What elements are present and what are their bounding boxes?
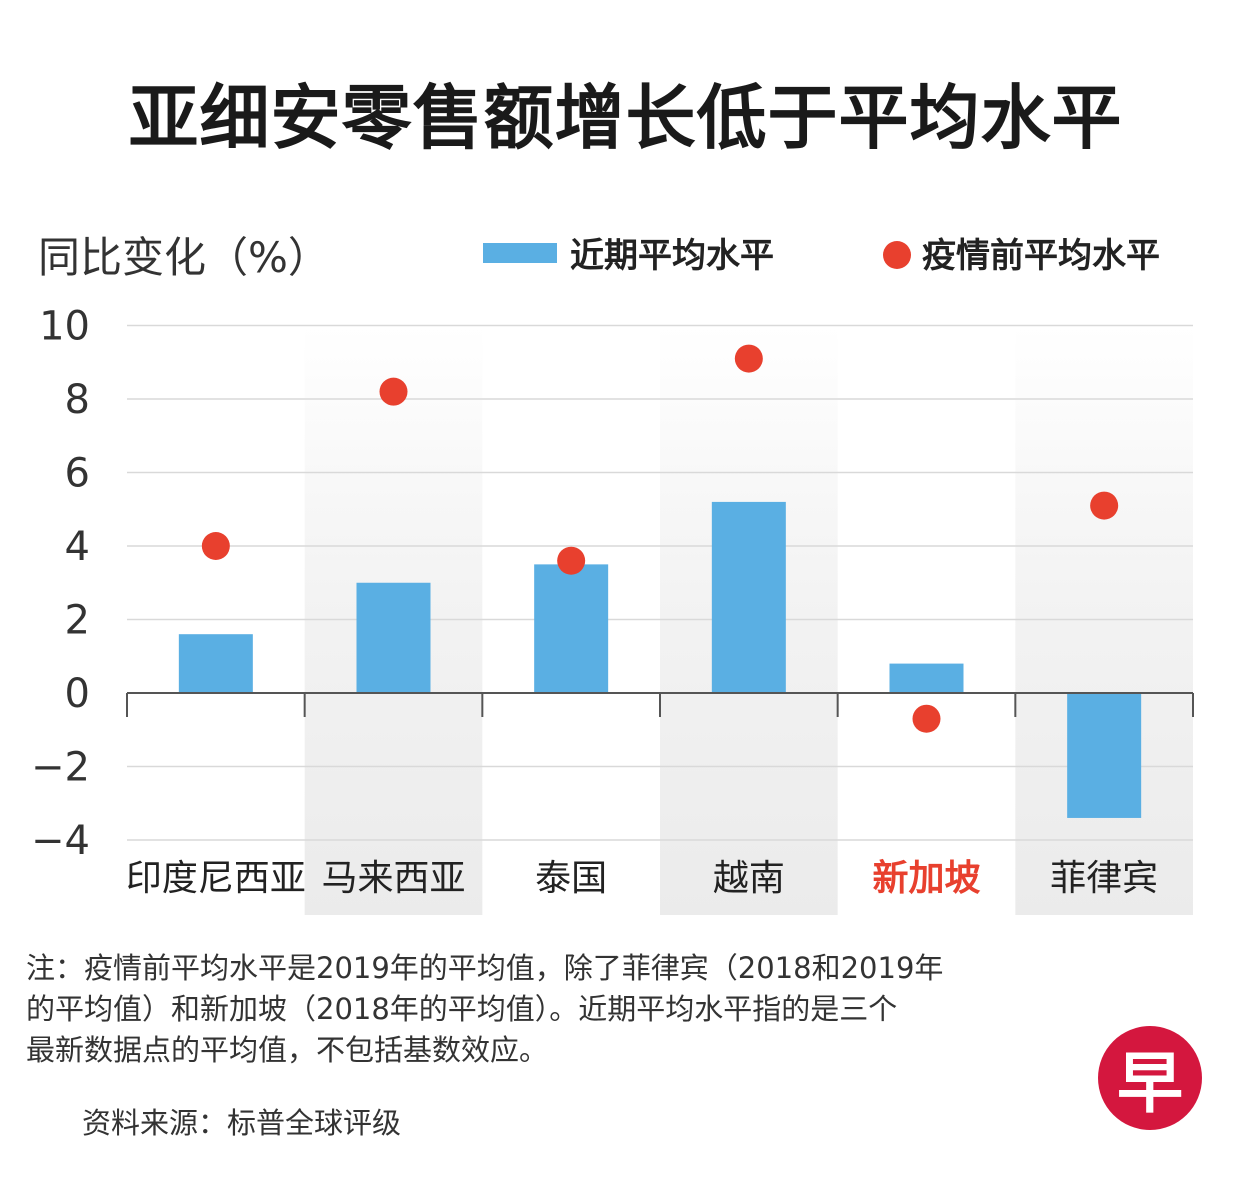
y-tick-label: 8	[65, 377, 90, 423]
legend-bar-swatch	[483, 243, 557, 263]
bar	[534, 564, 609, 693]
x-category-label: 越南	[713, 858, 785, 899]
dot-marker	[557, 546, 586, 575]
chart-title: 亚细安零售额增长低于平均水平	[128, 77, 1123, 159]
x-category-label: 马来西亚	[321, 858, 465, 899]
y-tick-label: −2	[31, 745, 90, 791]
bar	[178, 634, 253, 693]
y-tick-label: 10	[39, 304, 90, 350]
dot-marker	[379, 377, 408, 406]
bar-chart: 10 8 6 4 2 0 −2 −4 印度尼西亚 马来西亚 泰国 越南 新加坡 菲律宾	[31, 304, 1194, 915]
footnote-line: 注：疫情前平均水平是2019年的平均值，除了菲律宾（2018和2019年	[26, 951, 944, 985]
zaobao-logo: 早	[1098, 1026, 1202, 1130]
footnote-line: 最新数据点的平均值，不包括基数效应。	[26, 1033, 549, 1067]
y-tick-label: 2	[65, 598, 90, 644]
y-tick-label: 4	[65, 524, 90, 570]
x-category-label: 新加坡	[872, 858, 980, 899]
dot-marker	[1090, 491, 1119, 520]
legend-dot-label: 疫情前平均水平	[922, 236, 1160, 276]
legend-dot-swatch	[883, 241, 911, 269]
x-category-label: 印度尼西亚	[126, 858, 306, 899]
x-category-label: 菲律宾	[1050, 858, 1158, 899]
y-tick-label: 6	[65, 451, 90, 497]
dot-marker	[201, 532, 230, 560]
y-tick-label: −4	[31, 818, 90, 864]
bar	[889, 663, 964, 693]
y-tick-label: 0	[65, 671, 90, 717]
x-category-label: 泰国	[535, 858, 607, 899]
source-note: 资料来源：标普全球评级	[82, 1106, 402, 1140]
footnote: 注：疫情前平均水平是2019年的平均值，除了菲律宾（2018和2019年 的平均…	[26, 948, 1076, 1071]
bar	[356, 582, 431, 693]
dot-marker	[734, 344, 763, 373]
bar	[711, 501, 786, 693]
legend-bar-label: 近期平均水平	[570, 236, 774, 276]
bar	[1067, 693, 1142, 818]
dot-marker	[912, 704, 941, 733]
y-axis-label: 同比变化（%）	[38, 233, 330, 282]
footnote-line: 的平均值）和新加坡（2018年的平均值）。近期平均水平指的是三个	[26, 992, 898, 1026]
